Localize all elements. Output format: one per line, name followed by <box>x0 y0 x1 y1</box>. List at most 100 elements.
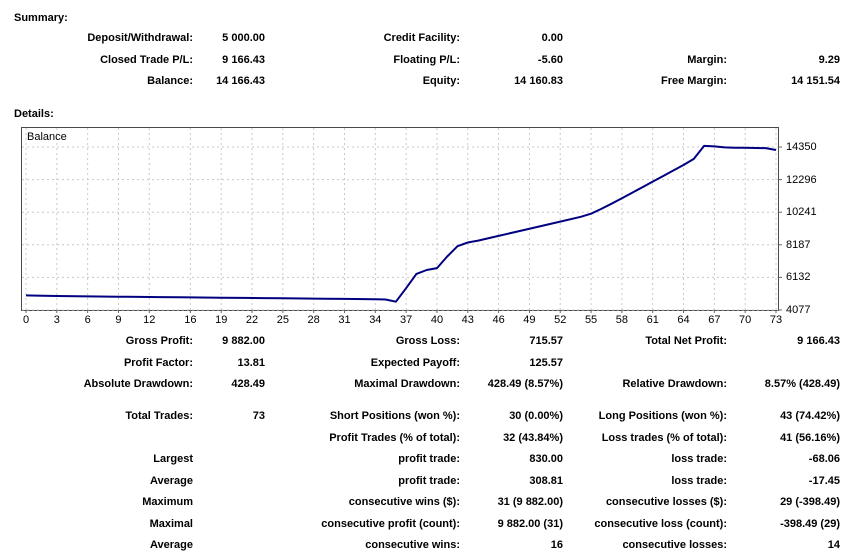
stat-value: 14 <box>827 539 840 551</box>
stat-value: 9 166.43 <box>797 335 840 347</box>
x-axis-label: 34 <box>369 314 382 326</box>
stat-value <box>193 492 265 514</box>
stat-value <box>193 535 265 557</box>
stat-label: Average <box>149 474 193 487</box>
stat-label: Total Net Profit: <box>645 335 727 347</box>
stat-value: -398.49 (29) <box>780 517 840 530</box>
summary-table: Deposit/Withdrawal: 5 000.00 Credit Facili… <box>0 28 840 93</box>
stat-value <box>193 449 265 471</box>
stat-label: Maximal <box>149 517 193 530</box>
stat-label: consecutive wins: <box>365 539 460 551</box>
stat-value <box>193 514 265 536</box>
x-axis-label: 6 <box>84 314 91 326</box>
x-axis-label: 28 <box>307 314 320 326</box>
x-axis-label: 55 <box>584 314 598 326</box>
x-axis-label: 64 <box>677 314 690 326</box>
stat-label: Largest <box>153 453 193 465</box>
stat-label: Deposit/Withdrawal: <box>87 32 193 44</box>
stat-value: 13.81 <box>237 356 265 369</box>
stat-value <box>727 28 840 50</box>
stat-value: 14 160.83 <box>514 75 563 87</box>
stat-label: consecutive loss (count): <box>594 517 727 530</box>
stat-value: 9 882.00 <box>222 335 265 347</box>
x-axis-label: 73 <box>769 314 783 326</box>
balance-chart-svg <box>22 128 782 313</box>
stat-value: 830.00 <box>529 453 563 465</box>
x-axis-label: 19 <box>215 314 228 326</box>
x-axis-label: 12 <box>143 314 156 326</box>
stat-label: profit trade: <box>398 474 460 487</box>
stat-label: consecutive losses ($): <box>605 496 727 508</box>
stat-label <box>0 428 193 450</box>
stat-label: loss trade: <box>671 453 727 465</box>
y-axis-label: 14350 <box>786 141 817 154</box>
stat-label: Expected Payoff: <box>370 356 460 369</box>
x-axis-label: 16 <box>184 314 197 326</box>
y-axis-label: 12296 <box>786 173 817 186</box>
x-axis-label: 37 <box>400 314 413 326</box>
stat-value: 32 (43.84%) <box>503 431 563 444</box>
y-axis-labels: 14350 12296 10241 8187 6132 4077 <box>786 127 846 316</box>
x-axis-label: 40 <box>430 314 444 326</box>
stat-label: Maximum <box>142 496 193 508</box>
stat-value: 14 151.54 <box>791 75 840 87</box>
stat-label: Margin: <box>687 53 727 66</box>
results-table: Gross Profit: 9 882.00 Gross Loss: 715.57 To… <box>0 331 840 396</box>
stat-label: Relative Drawdown: <box>622 378 727 390</box>
balance-chart-area: Balance <box>21 127 782 313</box>
x-axis-label: 22 <box>245 314 259 326</box>
stat-label: Free Margin: <box>660 75 727 87</box>
stat-label: Profit Factor: <box>123 356 193 369</box>
stat-label: loss trade: <box>671 474 727 487</box>
stat-label: Equity: <box>422 75 460 87</box>
stat-label: consecutive profit (count): <box>321 517 460 530</box>
stat-value: 428.49 <box>231 378 265 390</box>
stat-value: 31 (9 882.00) <box>497 496 563 508</box>
stat-value: 43 (74.42%) <box>780 410 840 422</box>
stat-label: Absolute Drawdown: <box>83 378 193 390</box>
x-axis-labels: 0 3 6 9 12 16 19 22 25 28 31 34 37 40 43 46 49 52 55 58 61 64… <box>22 314 822 328</box>
stat-value: 16 <box>550 539 563 551</box>
y-axis-label: 8187 <box>786 238 811 251</box>
x-axis-label: 52 <box>554 314 567 326</box>
x-axis-label: 67 <box>708 314 721 326</box>
stat-value: -17.45 <box>808 474 840 487</box>
stat-label: Long Positions (won %): <box>598 410 727 422</box>
summary-section-title: Summary: <box>14 12 68 24</box>
stat-label: Credit Facility: <box>383 32 460 44</box>
details-section-title: Details: <box>14 108 54 120</box>
trades-table: Total Trades: 73 Short Positions (won %): 3… <box>0 406 840 557</box>
stat-value: 41 (56.16%) <box>780 431 840 444</box>
y-axis-label: 4077 <box>786 304 811 316</box>
stat-value: 715.57 <box>529 335 563 347</box>
stat-value: 9 882.00 (31) <box>497 517 563 530</box>
stat-value: 9.29 <box>818 53 840 66</box>
stat-label: Loss trades (% of total): <box>601 431 727 444</box>
stat-value: 125.57 <box>529 356 563 369</box>
stat-label <box>563 28 727 50</box>
x-axis-label: 61 <box>646 314 659 326</box>
stat-label: Balance: <box>147 75 193 87</box>
stat-label: consecutive wins ($): <box>348 496 460 508</box>
x-axis-label: 46 <box>492 314 505 326</box>
stat-label: Average <box>149 539 193 551</box>
stat-label: Closed Trade P/L: <box>100 53 193 66</box>
x-axis-label: 9 <box>115 314 122 326</box>
x-axis-label: 3 <box>53 314 60 326</box>
stat-value: 9 166.43 <box>222 53 265 66</box>
x-axis-label: 70 <box>739 314 752 326</box>
stat-value: 8.57% (428.49) <box>764 378 840 390</box>
stat-value: 308.81 <box>529 474 563 487</box>
x-axis-label: 0 <box>22 314 30 326</box>
y-axis-label: 10241 <box>786 206 817 219</box>
stat-label: Gross Loss: <box>395 335 460 347</box>
x-axis-label: 25 <box>276 314 289 326</box>
stat-value: 0.00 <box>541 32 563 44</box>
stat-value: 428.49 (8.57%) <box>487 378 563 390</box>
stat-value: -68.06 <box>808 453 840 465</box>
x-axis-label: 49 <box>523 314 536 326</box>
x-axis-label: 43 <box>461 314 474 326</box>
stat-label: Short Positions (won %): <box>329 410 460 422</box>
stat-value <box>193 428 265 450</box>
stat-value: -5.60 <box>537 53 563 66</box>
